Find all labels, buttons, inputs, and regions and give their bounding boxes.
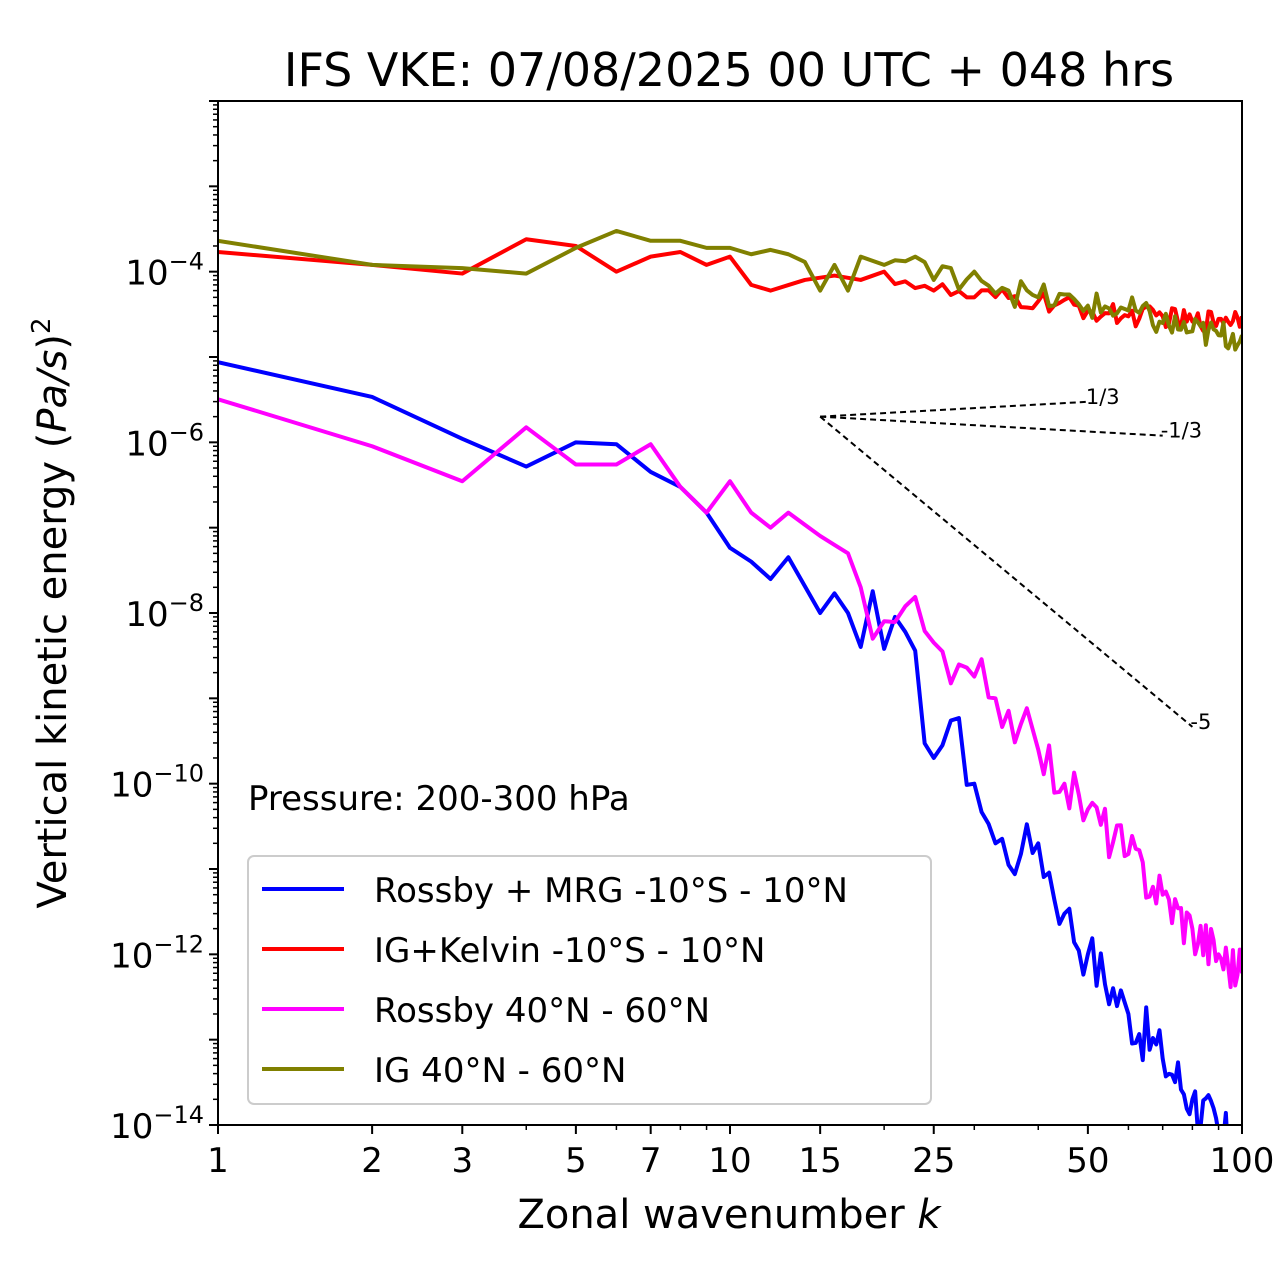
pressure-annotation: Pressure: 200-300 hPa (248, 779, 630, 819)
series-line-4 (218, 228, 1242, 352)
y-tick-label: 10−8 (125, 589, 204, 635)
slope-line-3 (819, 415, 1194, 728)
x-tick-label: 10 (708, 1141, 751, 1181)
slope-label-3: -5 (1190, 710, 1211, 734)
x-tick-label: 15 (799, 1141, 842, 1181)
y-tick-label: 10−4 (125, 248, 204, 294)
x-tick-label: 3 (451, 1141, 473, 1181)
x-axis: 1 2 3 5 7 10 15 25 50 100 (207, 1125, 1274, 1181)
slope-label-1: 1/3 (1086, 385, 1120, 409)
series-line-1 (218, 360, 1229, 1125)
y-axis-title-exp: 2 (27, 318, 57, 335)
x-tick-label: 1 (207, 1141, 229, 1181)
x-tick-label: 2 (361, 1141, 383, 1181)
x-axis-title-text: Zonal wavenumber (517, 1192, 917, 1238)
legend-label-1: Rossby + MRG -10°S - 10°N (374, 871, 848, 911)
legend-label-2: IG+Kelvin -10°S - 10°N (374, 931, 765, 971)
x-tick-label: 50 (1066, 1141, 1109, 1181)
x-axis-title: Zonal wavenumber k (517, 1192, 942, 1238)
x-axis-title-var: k (917, 1192, 942, 1238)
slope-line-1 (820, 400, 1088, 418)
chart-title: IFS VKE: 07/08/2025 00 UTC + 048 hrs (284, 43, 1174, 97)
x-tick-label: 100 (1210, 1141, 1275, 1181)
legend: Rossby + MRG -10°S - 10°N IG+Kelvin -10°S… (247, 855, 932, 1105)
y-tick-label: 10−10 (110, 760, 204, 806)
legend-label-4: IG 40°N - 60°N (374, 1051, 626, 1091)
y-tick-label: 10−6 (125, 418, 204, 464)
series-layer (218, 228, 1242, 1125)
y-tick-label: 10−12 (110, 930, 204, 976)
x-tick-label: 25 (912, 1141, 955, 1181)
slope-label-2: -1/3 (1161, 419, 1202, 443)
x-tick-label: 7 (640, 1141, 662, 1181)
y-axis-title-text: Vertical kinetic energy ( (30, 433, 76, 909)
reference-slope-layer: 1/3 -1/3 -5 (819, 385, 1211, 734)
legend-box (247, 855, 932, 1105)
series-line-3 (218, 397, 1242, 990)
y-axis-title: Vertical kinetic energy (Pa/s)2 (27, 318, 76, 909)
y-axis-title-close: ) (30, 334, 76, 350)
slope-line-2 (820, 415, 1163, 437)
y-axis: 10−4 10−6 10−8 10−10 10−12 10−14 (110, 100, 218, 1147)
legend-label-3: Rossby 40°N - 60°N (374, 991, 710, 1031)
y-axis-title-unit: Pa/s (30, 350, 76, 433)
y-tick-label: 10−14 (110, 1101, 204, 1147)
x-tick-label: 5 (565, 1141, 587, 1181)
